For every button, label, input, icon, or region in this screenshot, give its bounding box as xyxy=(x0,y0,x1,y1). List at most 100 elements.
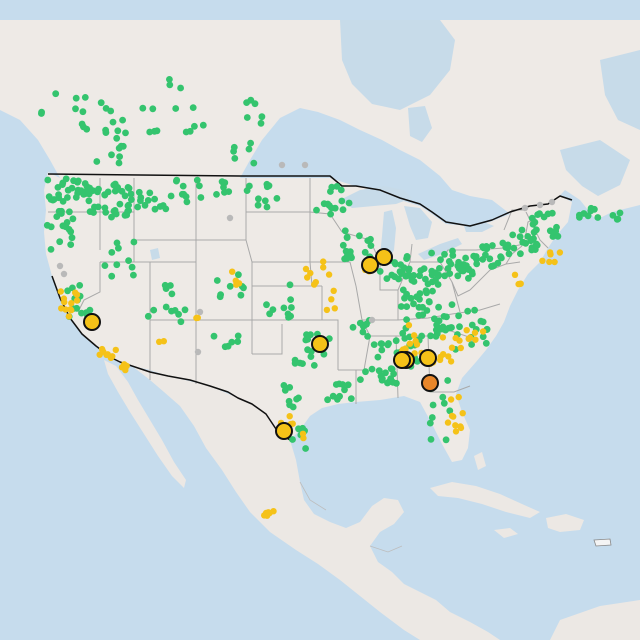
gauge-marker-action[interactable] xyxy=(479,328,487,335)
gauge-marker-normal[interactable] xyxy=(263,301,270,309)
gauge-marker-normal[interactable] xyxy=(576,211,583,219)
gauge-marker-normal[interactable] xyxy=(251,100,259,108)
gauge-marker-normal[interactable] xyxy=(320,200,328,208)
gauge-marker-normal[interactable] xyxy=(379,375,386,383)
gauge-marker-normal[interactable] xyxy=(302,336,310,344)
gauge-marker-normal[interactable] xyxy=(584,212,592,220)
gauge-marker-normal[interactable] xyxy=(339,241,347,249)
gauge-marker-normal[interactable] xyxy=(246,182,253,190)
gauge-marker-normal[interactable] xyxy=(286,281,294,289)
gauge-marker-action[interactable] xyxy=(457,344,464,352)
gauge-marker-normal[interactable] xyxy=(442,436,450,444)
gauge-marker-normal[interactable] xyxy=(423,289,430,297)
gauge-marker-normal[interactable] xyxy=(102,129,110,137)
gauge-marker-normal[interactable] xyxy=(328,204,335,212)
gauge-marker-action[interactable] xyxy=(406,340,414,347)
gauge-marker-normal[interactable] xyxy=(455,258,462,266)
gauge-marker-normal[interactable] xyxy=(289,436,296,443)
gauge-marker-action[interactable] xyxy=(465,335,472,342)
gauge-marker-normal[interactable] xyxy=(118,187,126,195)
gauge-marker-normal[interactable] xyxy=(44,176,52,184)
gauge-marker-normal[interactable] xyxy=(52,90,60,98)
gauge-marker-normal[interactable] xyxy=(446,270,454,277)
gauge-marker-normal[interactable] xyxy=(441,250,448,258)
gauge-marker-normal[interactable] xyxy=(444,377,452,384)
gauge-marker-normal[interactable] xyxy=(287,296,294,303)
gauge-marker-action-large[interactable] xyxy=(375,248,393,266)
gauge-marker-action-large[interactable] xyxy=(83,313,101,331)
gauge-marker-normal[interactable] xyxy=(95,185,102,193)
gauge-marker-action[interactable] xyxy=(459,410,466,417)
gauge-marker-normal[interactable] xyxy=(465,274,472,282)
gauge-marker-action[interactable] xyxy=(58,305,65,312)
gauge-marker-normal[interactable] xyxy=(85,197,93,205)
gauge-marker-normal[interactable] xyxy=(345,199,353,207)
gauge-marker-normal[interactable] xyxy=(228,338,236,346)
gauge-marker-action[interactable] xyxy=(463,327,470,334)
gauge-marker-normal[interactable] xyxy=(479,256,487,263)
gauge-marker-normal[interactable] xyxy=(448,301,456,308)
gauge-marker-normal[interactable] xyxy=(116,200,124,208)
gauge-marker-normal[interactable] xyxy=(213,277,221,284)
gauge-marker-normal[interactable] xyxy=(128,263,136,271)
gauge-marker-action[interactable] xyxy=(312,279,319,286)
gauge-marker-normal[interactable] xyxy=(226,282,234,290)
gauge-marker-action[interactable] xyxy=(325,271,333,278)
gauge-marker-normal[interactable] xyxy=(477,317,485,325)
gauge-marker-normal[interactable] xyxy=(220,183,227,191)
gauge-marker-normal[interactable] xyxy=(375,367,383,375)
gauge-marker-action[interactable] xyxy=(304,274,311,281)
gauge-marker-normal[interactable] xyxy=(261,197,269,205)
gauge-marker-action[interactable] xyxy=(539,257,546,264)
gauge-marker-normal[interactable] xyxy=(356,232,363,240)
gauge-marker-normal[interactable] xyxy=(72,94,80,102)
gauge-marker-normal[interactable] xyxy=(150,306,158,314)
gauge-marker-normal[interactable] xyxy=(175,310,183,318)
gauge-marker-normal[interactable] xyxy=(115,244,122,252)
gauge-marker-normal[interactable] xyxy=(378,346,386,354)
gauge-marker-action[interactable] xyxy=(511,271,519,278)
gauge-marker-action[interactable] xyxy=(551,258,558,266)
gauge-marker-normal[interactable] xyxy=(213,191,220,198)
gauge-marker-normal[interactable] xyxy=(455,312,462,320)
gauge-marker-normal[interactable] xyxy=(56,238,64,246)
gauge-marker-action[interactable] xyxy=(229,268,236,275)
gauge-marker-offline[interactable] xyxy=(226,214,234,222)
gauge-marker-normal[interactable] xyxy=(489,242,496,249)
gauge-marker-action[interactable] xyxy=(57,288,64,295)
gauge-marker-normal[interactable] xyxy=(245,145,253,153)
gauge-marker-normal[interactable] xyxy=(108,272,116,280)
gauge-marker-action[interactable] xyxy=(160,338,167,345)
gauge-marker-normal[interactable] xyxy=(302,445,309,452)
gauge-marker-normal[interactable] xyxy=(81,94,89,101)
gauge-marker-normal[interactable] xyxy=(237,291,245,299)
gauge-marker-normal[interactable] xyxy=(367,242,375,250)
gauge-marker-normal[interactable] xyxy=(422,275,429,283)
gauge-marker-normal[interactable] xyxy=(445,258,453,265)
gauge-marker-normal[interactable] xyxy=(173,176,181,184)
gauge-marker-offline[interactable] xyxy=(56,262,64,270)
gauge-marker-action[interactable] xyxy=(65,313,73,320)
gauge-marker-normal[interactable] xyxy=(189,104,197,111)
gauge-marker-action[interactable] xyxy=(112,346,120,354)
gauge-marker-normal[interactable] xyxy=(529,220,537,228)
gauge-marker-offline[interactable] xyxy=(60,270,68,278)
gauge-marker-normal[interactable] xyxy=(114,127,122,135)
gauge-marker-normal[interactable] xyxy=(159,202,167,209)
gauge-marker-normal[interactable] xyxy=(69,215,77,223)
gauge-marker-normal[interactable] xyxy=(517,250,524,258)
gauge-marker-normal[interactable] xyxy=(127,196,135,204)
gauge-marker-normal[interactable] xyxy=(338,197,346,205)
gauge-marker-normal[interactable] xyxy=(196,182,203,190)
gauge-marker-normal[interactable] xyxy=(139,104,147,112)
gauge-markers[interactable] xyxy=(38,76,624,519)
gauge-marker-normal[interactable] xyxy=(45,193,53,201)
gauge-marker-normal[interactable] xyxy=(102,209,110,216)
gauge-marker-offline[interactable] xyxy=(548,198,556,206)
gauge-marker-normal[interactable] xyxy=(443,313,450,321)
gauge-marker-action[interactable] xyxy=(472,336,479,343)
gauge-marker-normal[interactable] xyxy=(108,213,115,221)
gauge-marker-normal[interactable] xyxy=(146,189,154,197)
gauge-marker-normal[interactable] xyxy=(135,188,143,196)
